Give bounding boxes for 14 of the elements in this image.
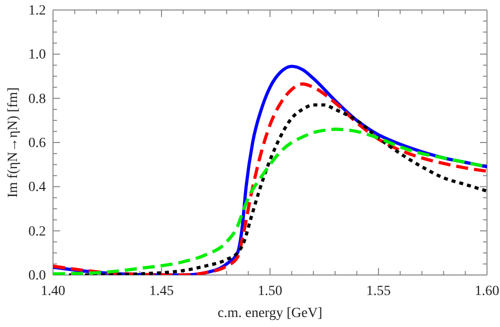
x-tick-label: 1.60 (474, 284, 500, 299)
x-axis-title: c.m. energy [GeV] (218, 306, 322, 321)
y-tick-label: 0.6 (28, 136, 46, 151)
x-tick-label: 1.40 (40, 284, 66, 299)
y-tick-label: 0.4 (28, 180, 46, 196)
y-tick-label: 1.0 (28, 48, 46, 63)
y-tick-label: 1.2 (28, 3, 46, 18)
y-tick-label: 0.2 (28, 224, 46, 240)
x-tick-label: 1.55 (366, 284, 391, 299)
y-tick-label: 0.8 (28, 92, 46, 107)
y-tick-label: 0.0 (28, 268, 46, 284)
x-tick-label: 1.50 (258, 284, 282, 299)
x-tick-label: 1.45 (149, 284, 174, 299)
y-axis-title: Im f(ηN→ηN) [fm] (6, 87, 21, 198)
